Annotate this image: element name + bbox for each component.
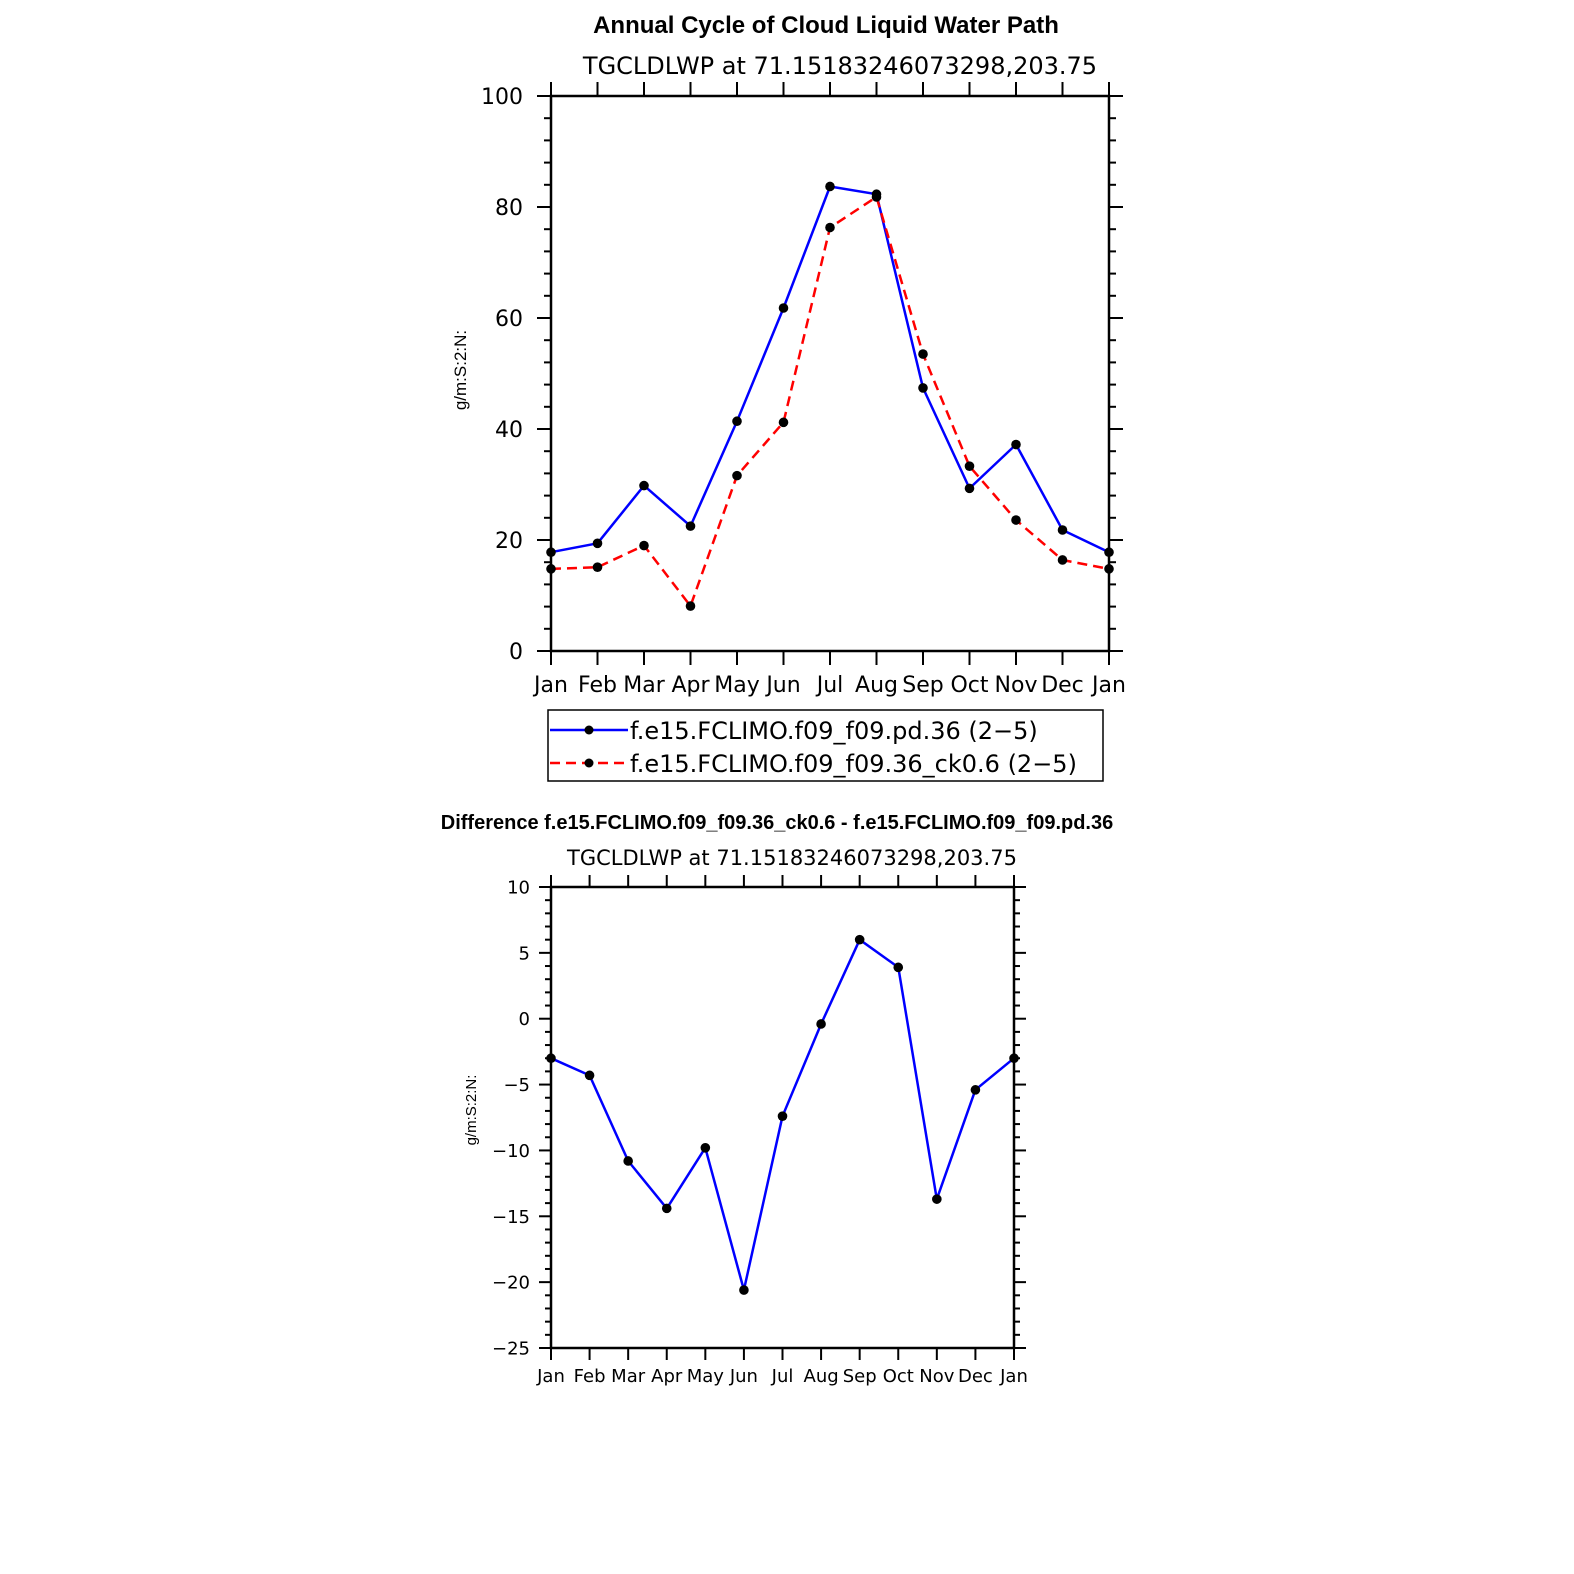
plot-area: Jan Feb Mar Apr May Jun Jul Aug Sep Oct Nov Dec Jan−…	[492, 875, 1028, 1387]
data-point	[623, 1156, 633, 1166]
x-tick-label: Dec	[958, 1366, 993, 1387]
data-point	[1009, 1053, 1019, 1064]
legend-box	[547, 709, 1104, 782]
data-point	[739, 1285, 749, 1295]
y-tick-label: −25	[492, 1338, 530, 1359]
y-tick-label: −15	[492, 1207, 530, 1228]
data-point	[1011, 439, 1021, 450]
chart-title: Difference f.e15.FCLIMO.f09_f09.36_ck0.6…	[441, 812, 1113, 834]
x-tick-label: Nov	[995, 673, 1038, 698]
y-tick-label: 80	[495, 196, 523, 221]
legend-marker-series-0	[584, 725, 594, 735]
data-point	[700, 1142, 711, 1153]
data-point	[932, 1194, 942, 1204]
data-point	[546, 547, 556, 558]
data-point	[1057, 525, 1068, 535]
data-point	[1011, 515, 1021, 525]
x-tick-label: Apr	[671, 673, 710, 698]
data-point	[918, 349, 928, 359]
data-point	[825, 222, 835, 233]
data-point	[685, 521, 696, 531]
x-tick-label: Sep	[843, 1366, 877, 1387]
y-tick-label: −10	[492, 1141, 530, 1162]
data-point	[732, 416, 742, 427]
data-point	[546, 564, 556, 574]
y-tick-label: 0	[509, 640, 523, 665]
series-line-0	[550, 185, 1110, 554]
y-tick-label: −20	[492, 1273, 530, 1294]
data-point	[825, 181, 835, 192]
x-tick-label: Jun	[764, 673, 800, 698]
y-tick-label: 0	[519, 1009, 530, 1030]
data-point	[816, 1019, 826, 1029]
y-axis-label: g/m:S:2:N:	[451, 330, 470, 410]
y-tick-label: 60	[495, 307, 523, 332]
legend-label-series-0: f.e15.FCLIMO.f09_f09.pd.36 (2−5)	[630, 717, 1038, 745]
x-tick-label: Sep	[902, 673, 943, 698]
x-tick-label: Jul	[771, 1366, 794, 1387]
legend-label-series-1: f.e15.FCLIMO.f09_f09.36_ck0.6 (2−5)	[630, 750, 1077, 778]
data-point	[964, 461, 975, 471]
y-tick-label: 100	[481, 85, 523, 110]
y-tick-label: 10	[507, 877, 530, 898]
data-point	[1104, 564, 1114, 574]
x-tick-label: May	[714, 673, 759, 698]
data-point	[584, 1070, 595, 1081]
x-tick-label: Jan	[1090, 673, 1126, 698]
x-tick-label: Aug	[855, 673, 898, 698]
data-point	[639, 540, 649, 551]
chart-difference: Difference f.e15.FCLIMO.f09_f09.36_ck0.6…	[441, 812, 1113, 1387]
y-tick-label: 20	[495, 529, 523, 554]
data-point	[777, 1111, 788, 1121]
data-point	[732, 470, 742, 481]
data-point	[546, 1053, 556, 1064]
data-point	[685, 601, 696, 611]
x-tick-label: Apr	[651, 1366, 683, 1387]
data-point	[918, 383, 928, 393]
data-point	[661, 1203, 672, 1214]
chart-subtitle: TGCLDLWP at 71.15183246073298,203.75	[566, 846, 1017, 870]
data-point	[893, 962, 904, 973]
chart-subtitle: TGCLDLWP at 71.15183246073298,203.75	[582, 52, 1097, 80]
data-point	[592, 538, 603, 549]
x-tick-label: Oct	[950, 673, 988, 698]
x-tick-label: Jan	[999, 1366, 1028, 1387]
x-tick-label: Jun	[729, 1366, 758, 1387]
data-point	[871, 192, 882, 202]
plot-frame	[549, 94, 1111, 653]
x-tick-label: Nov	[919, 1366, 954, 1387]
x-tick-label: Feb	[574, 1366, 606, 1387]
data-point	[778, 303, 789, 313]
plot-area: Jan Feb Mar Apr May Jun Jul Aug Sep Oct Nov Dec Jan0…	[481, 82, 1126, 698]
data-point	[639, 480, 649, 491]
chart-title: Annual Cycle of Cloud Liquid Water Path	[593, 12, 1059, 39]
legend-marker-series-1	[584, 758, 594, 768]
x-tick-label: May	[687, 1366, 725, 1387]
data-point	[778, 417, 789, 428]
y-tick-label: −5	[503, 1075, 530, 1096]
data-point	[964, 483, 975, 494]
data-point	[970, 1085, 981, 1095]
data-point	[1057, 555, 1068, 565]
chart-annual-cycle: Annual Cycle of Cloud Liquid Water Path …	[451, 12, 1126, 782]
x-tick-label: Aug	[804, 1366, 839, 1387]
x-tick-label: Jan	[532, 673, 568, 698]
legend: f.e15.FCLIMO.f09_f09.pd.36 (2−5) f.e15.F…	[547, 709, 1104, 782]
x-tick-label: Feb	[578, 673, 617, 698]
series-line-1	[550, 195, 1110, 608]
x-tick-label: Jul	[815, 673, 844, 698]
data-point	[854, 934, 865, 945]
y-tick-label: 5	[519, 943, 530, 964]
y-axis-label: g/m:S:2:N:	[463, 1075, 480, 1146]
y-tick-label: 40	[495, 418, 523, 443]
data-point	[592, 562, 603, 572]
x-tick-label: Mar	[623, 673, 665, 698]
data-point	[1104, 547, 1114, 558]
x-tick-label: Jan	[536, 1366, 565, 1387]
x-tick-label: Mar	[611, 1366, 646, 1387]
x-tick-label: Oct	[883, 1366, 914, 1387]
x-tick-label: Dec	[1041, 673, 1084, 698]
